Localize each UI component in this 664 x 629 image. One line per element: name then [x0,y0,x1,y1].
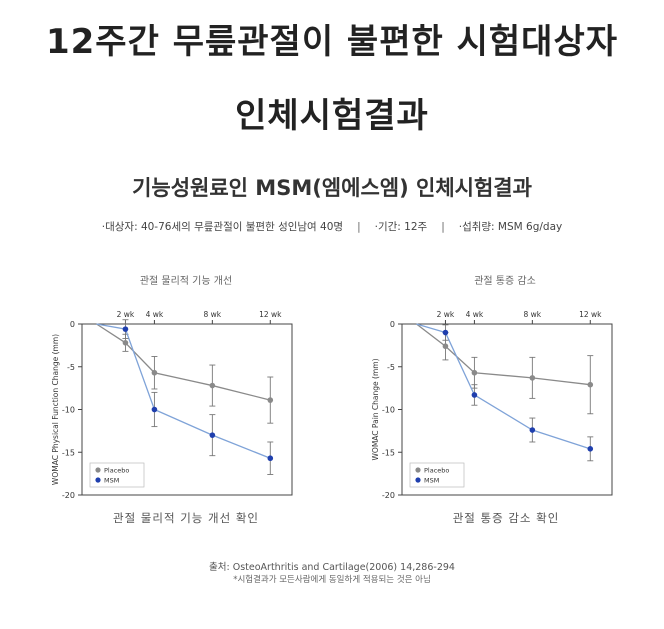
y-tick-label: 0 [70,320,75,329]
data-point-placebo [209,382,216,389]
x-tick-label: 8 wk [524,310,542,319]
y-tick-label: -15 [62,448,75,457]
chart-1-title: 관절 물리적 기능 개선 [139,276,233,287]
x-tick-label: 4 wk [466,310,484,319]
data-point-placebo [122,340,129,346]
x-tick-label: 4 wk [146,310,164,319]
y-tick-label: -15 [382,448,395,457]
data-point-msm [267,455,274,462]
disclaimer-note: *시험결과가 모든사람에게 동일하게 적용되는 것은 아님 [233,575,431,585]
y-axis-label: WOMAC Physical Function Change (mm) [51,334,60,485]
y-axis-label: WOMAC Pain Change (mm) [371,358,380,460]
y-tick-label: -10 [382,406,395,415]
data-point-msm [209,432,216,438]
x-tick-label: 12 wk [579,310,602,319]
x-tick-label: 2 wk [117,310,135,319]
data-point-msm [471,392,478,398]
data-point-placebo [442,343,449,350]
x-tick-label: 12 wk [259,310,282,319]
info-separator: | [441,221,445,233]
legend-label: MSM [104,477,119,485]
x-tick-label: 8 wk [204,310,222,319]
headline-line-1: 12주간 무릎관절이 불편한 시험대상자 [45,22,619,62]
legend-marker [95,477,101,483]
x-tick-label: 2 wk [437,310,455,319]
data-point-msm [529,427,536,433]
y-tick-label: 0 [390,320,395,329]
info-subjects: ·대상자: 40-76세의 무릎관절이 불편한 성인남여 40명 [101,221,344,233]
data-point-placebo [529,375,536,381]
chart-1-caption: 관절 물리적 기능 개선 확인 [112,511,259,525]
legend-label: MSM [424,477,439,485]
headline-line-2: 인체시험결과 [235,96,429,136]
data-point-placebo [587,381,594,388]
data-point-msm [122,326,129,332]
legend-box [409,462,465,488]
study-subtitle: 기능성원료인 MSM(엠에스엠) 인체시험결과 [132,176,532,200]
legend-box [89,462,145,488]
legend-marker [415,477,421,483]
y-tick-label: -20 [382,491,395,500]
function-chart: 0 -5 -10 -15 -20 2 wk 4 wk 8 wk 12 wk WOMAC Physi… [51,310,293,500]
study-info: ·대상자: 40-76세의 무릎관절이 불편한 성인남여 40명 | ·기간: 12… [0,219,664,234]
data-point-placebo [151,369,158,376]
data-point-msm [442,329,449,336]
data-point-placebo [267,397,274,403]
chart-2-caption: 관절 통증 감소 확인 [452,511,560,525]
chart-2-title: 관절 통증 감소 [474,276,536,287]
info-intake: ·섭취량: MSM 6g/day [458,221,563,233]
data-point-msm [587,446,594,452]
y-tick-label: -5 [67,363,75,372]
legend-marker [95,467,101,473]
data-point-msm [151,406,158,413]
legend-marker [415,467,421,473]
y-tick-label: -10 [62,406,75,415]
y-tick-label: -5 [387,363,395,372]
info-separator: | [357,221,361,233]
pain-chart: 0 -5 -10 -15 -20 2 wk 4 wk 8 wk 12 wk WOMAC Pain … [371,310,613,500]
source-citation: 출처: OsteoArthritis and Cartilage(2006) 1… [209,562,455,573]
y-tick-label: -20 [62,491,75,500]
info-period: ·기간: 12주 [374,221,428,233]
legend-label: Placebo [424,467,449,475]
data-point-placebo [471,369,478,376]
legend-label: Placebo [104,467,129,475]
